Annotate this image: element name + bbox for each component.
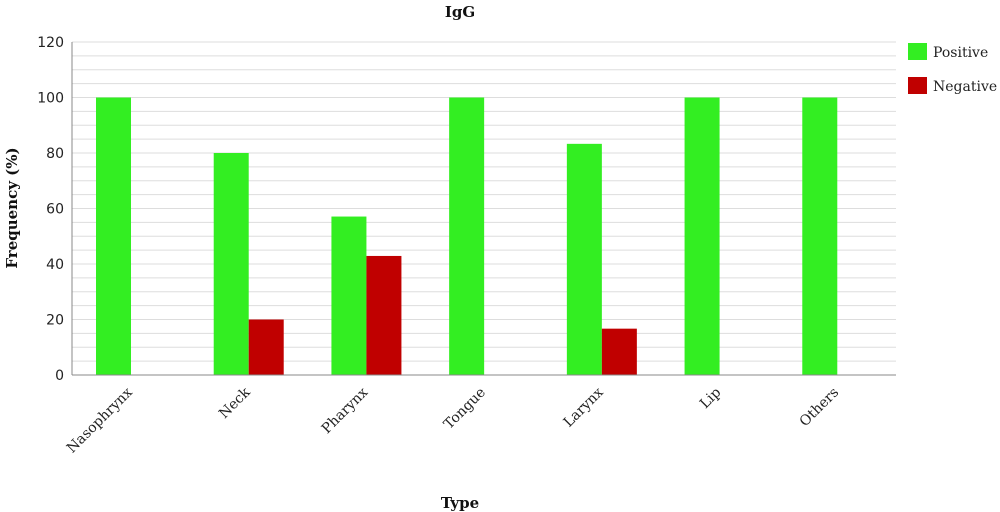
y-axis-title: Frequency (%) (3, 147, 21, 268)
x-category-label: Nasophrynx (64, 384, 136, 456)
legend-label-negative: Negative (933, 79, 997, 95)
chart-title: IgG (445, 3, 475, 21)
legend-swatch-negative (908, 77, 927, 94)
x-category-label: Others (797, 385, 842, 430)
y-tick-label: 20 (46, 313, 64, 329)
y-tick-label: 100 (37, 91, 64, 107)
bar-negative (601, 328, 637, 375)
y-tick-label: 40 (46, 257, 64, 273)
bar-positive (449, 97, 485, 375)
y-tick-label: 80 (46, 146, 64, 162)
x-category-label: Pharynx (319, 384, 372, 437)
x-category-label: Lip (697, 384, 724, 411)
bar-positive (566, 143, 602, 375)
bar-negative (366, 255, 402, 375)
x-category-label: Neck (216, 384, 254, 422)
legend-label-positive: Positive (933, 45, 988, 61)
bar-positive (96, 97, 131, 375)
bar-positive (331, 216, 367, 375)
x-category-label: Tongue (441, 385, 489, 433)
legend: Positive Negative (908, 43, 997, 95)
y-tick-label: 0 (55, 368, 64, 384)
x-axis-title: Type (441, 494, 479, 512)
y-tick-label: 60 (46, 202, 64, 218)
bar-positive (802, 97, 838, 375)
y-tick-label: 120 (37, 35, 64, 51)
bar-positive (684, 97, 720, 375)
y-axis-ticks: 0 20 40 60 80 100 120 (37, 35, 64, 384)
bar-positive (213, 153, 249, 375)
bars (96, 97, 838, 375)
x-category-label: Larynx (561, 384, 607, 430)
bar-negative (248, 319, 284, 375)
legend-swatch-positive (908, 43, 927, 60)
x-axis-categories: Nasophrynx Neck Pharynx Tongue Larynx Lip Othe… (64, 384, 842, 456)
